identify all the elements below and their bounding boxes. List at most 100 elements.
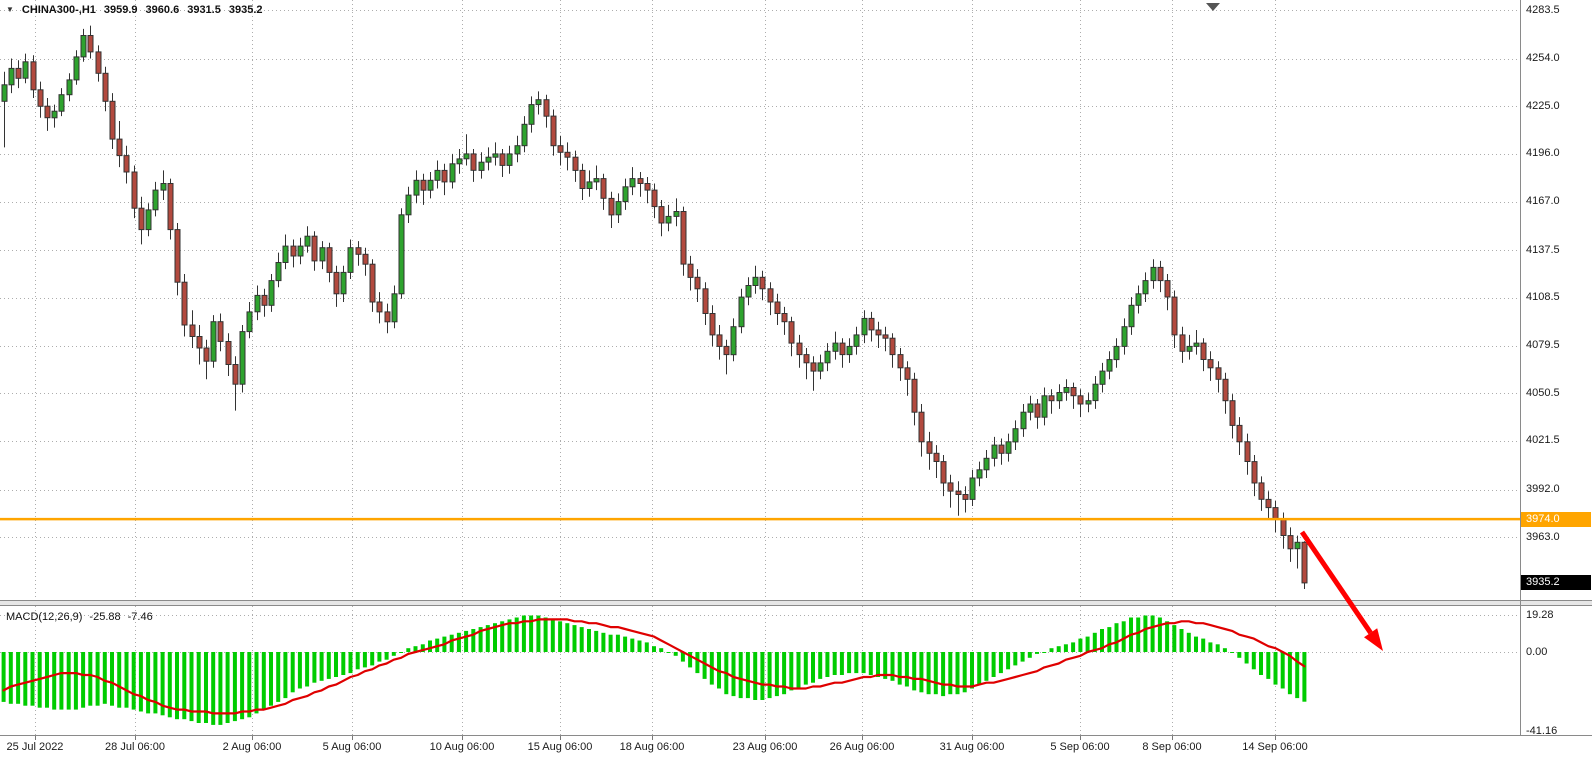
candle-down xyxy=(694,276,701,290)
candle-up xyxy=(297,245,304,257)
candle-down xyxy=(781,313,788,323)
macd-bar xyxy=(695,652,700,674)
hline-price-badge[interactable]: 3974.0 xyxy=(1521,512,1591,527)
macd-bar xyxy=(464,630,469,652)
macd-bar xyxy=(326,652,331,679)
price-axis-label: 3992.0 xyxy=(1526,483,1560,495)
candle-up xyxy=(832,342,839,352)
price-chart-pane[interactable] xyxy=(0,0,1592,601)
macd-bar xyxy=(536,615,541,652)
macd-bar xyxy=(413,646,418,652)
candle-down xyxy=(803,354,810,364)
candle-up xyxy=(478,161,485,171)
macd-bar xyxy=(623,636,628,652)
candle-up xyxy=(268,280,275,306)
candle-up xyxy=(1186,345,1193,352)
price-grid xyxy=(0,0,1520,601)
candle-up xyxy=(1128,304,1135,328)
candle-down xyxy=(217,321,224,342)
candle-down xyxy=(30,61,37,91)
macd-bar xyxy=(1251,652,1256,670)
macd-indicator-pane[interactable] xyxy=(0,606,1592,735)
candle-down xyxy=(1171,296,1178,336)
candle-up xyxy=(673,211,680,217)
candle-down xyxy=(1077,395,1084,405)
candle-down xyxy=(658,206,665,224)
macd-bar xyxy=(261,652,266,710)
macd-bar xyxy=(225,652,230,723)
macd-bar xyxy=(1194,636,1198,652)
macd-axis-label: 19.28 xyxy=(1526,609,1554,621)
macd-bar xyxy=(232,652,237,722)
candle-down xyxy=(102,72,109,102)
macd-bar xyxy=(818,652,823,679)
macd-bar xyxy=(218,652,223,725)
candle-down xyxy=(355,247,362,255)
candle-down xyxy=(138,207,145,231)
macd-bar xyxy=(1230,652,1235,653)
macd-bar xyxy=(73,652,78,710)
time-axis-label: 25 Jul 2022 xyxy=(6,741,64,753)
price-axis-label: 4137.5 xyxy=(1526,244,1560,256)
candle-up xyxy=(976,469,983,479)
macd-bar xyxy=(811,652,815,683)
time-axis-label: 28 Jul 06:00 xyxy=(105,741,165,753)
candle-down xyxy=(1164,280,1171,298)
macd-bar xyxy=(1063,644,1068,652)
price-axis[interactable]: 3974.0 3935.2 4283.5 4254.0 4225.0 4196.0 41… xyxy=(1520,0,1592,772)
macd-bar xyxy=(1295,652,1300,699)
symbol-marker-icon[interactable]: ▼ xyxy=(6,4,14,14)
macd-bar xyxy=(1114,623,1119,652)
candle-down xyxy=(1301,541,1308,584)
macd-indicator-label: MACD(12,26,9) -25.88 -7.46 xyxy=(6,611,153,623)
macd-bar xyxy=(904,652,909,687)
macd-bar xyxy=(102,652,107,704)
macd-bar xyxy=(341,652,346,675)
time-axis[interactable]: 25 Jul 2022 28 Jul 06:00 2 Aug 06:00 5 Aug … xyxy=(0,735,1592,772)
candle-down xyxy=(897,354,904,369)
macd-bar xyxy=(1244,652,1249,664)
macd-bar xyxy=(941,652,946,697)
macd-bar xyxy=(175,652,179,720)
time-axis-label: 23 Aug 06:00 xyxy=(732,741,798,753)
candle-up xyxy=(275,262,282,282)
pane-separator[interactable] xyxy=(0,600,1592,606)
candle-down xyxy=(87,35,94,53)
macd-bar xyxy=(637,640,642,652)
macd-main-value: -25.88 xyxy=(89,611,121,623)
candle-up xyxy=(254,294,261,313)
time-axis-label: 10 Aug 06:00 xyxy=(429,741,495,753)
candle-up xyxy=(160,183,167,191)
macd-bar xyxy=(543,617,548,652)
macd-bar xyxy=(977,652,982,685)
macd-bar xyxy=(334,652,338,677)
macd-bar xyxy=(991,652,996,677)
candle-down xyxy=(1207,359,1214,369)
price-axis-label: 4283.5 xyxy=(1526,4,1560,16)
candle-down xyxy=(1034,403,1041,418)
candle-up xyxy=(398,214,405,295)
macd-bar xyxy=(514,617,519,652)
macd-bar xyxy=(876,652,880,677)
candle-up xyxy=(152,189,159,211)
macd-bar xyxy=(204,652,208,723)
time-axis-tick xyxy=(1172,736,1173,740)
macd-bar xyxy=(565,623,570,652)
candle-up xyxy=(492,153,499,158)
candle-down xyxy=(644,183,651,191)
macd-bar xyxy=(933,652,938,695)
time-axis-tick xyxy=(1080,736,1081,740)
candle-up xyxy=(752,276,759,286)
candle-up xyxy=(1099,370,1106,385)
candle-up xyxy=(738,296,745,328)
candle-up xyxy=(615,201,622,216)
candle-down xyxy=(767,288,774,303)
macd-bar xyxy=(1071,642,1076,652)
macd-bar xyxy=(1287,652,1292,695)
candle-up xyxy=(58,94,65,112)
macd-bar xyxy=(138,652,143,712)
time-axis-tick xyxy=(252,736,253,740)
candle-down xyxy=(716,334,723,347)
candle-up xyxy=(622,186,629,203)
candle-up xyxy=(1092,383,1099,402)
